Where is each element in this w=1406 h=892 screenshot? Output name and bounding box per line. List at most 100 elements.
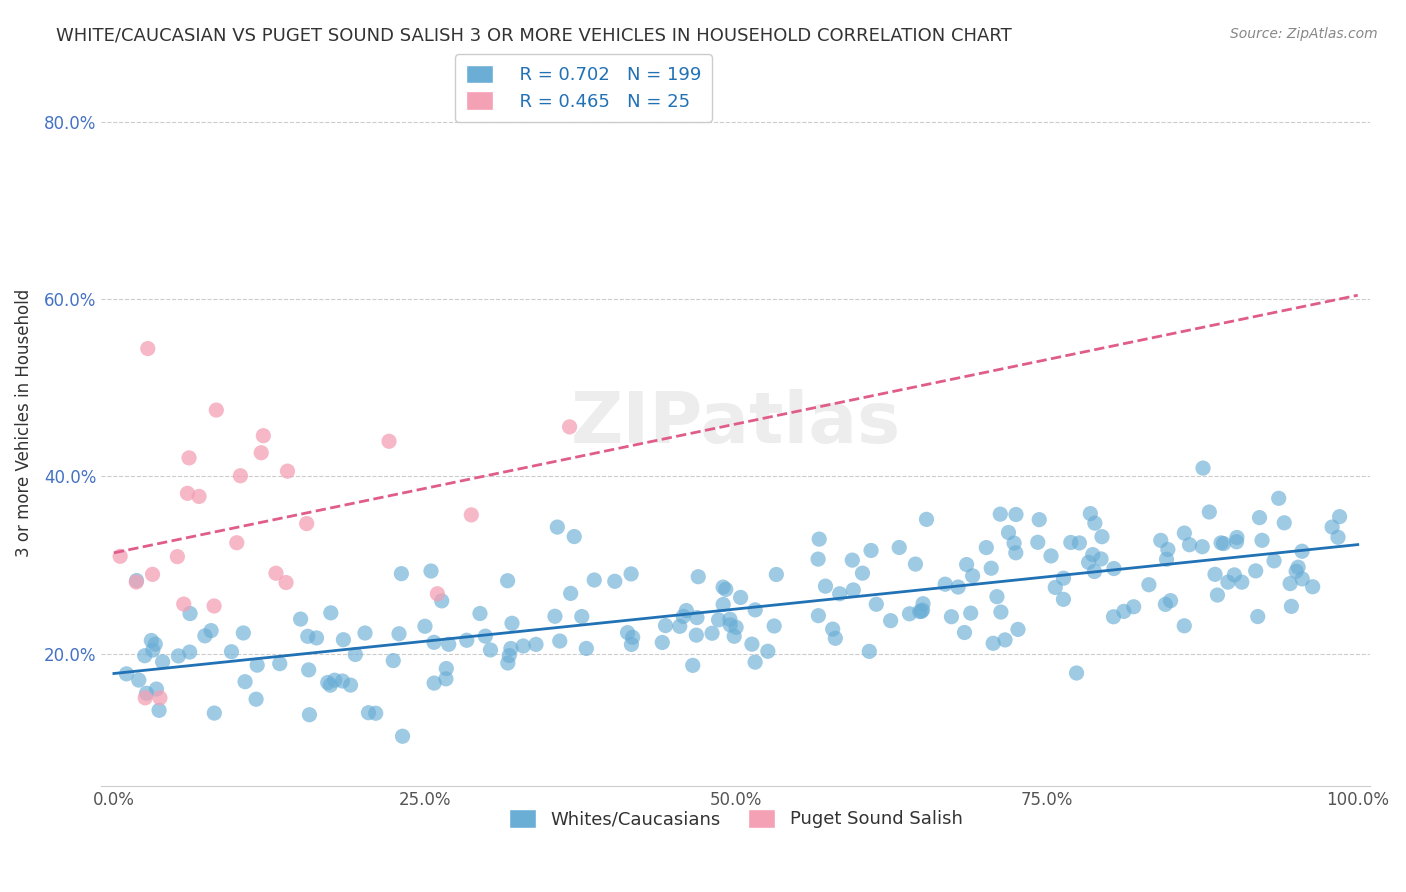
- Point: [718, 612, 741, 626]
- Point: [980, 561, 1002, 575]
- Point: [177, 450, 200, 465]
- Point: [1291, 544, 1313, 558]
- Point: [1066, 665, 1088, 680]
- Point: [250, 446, 273, 460]
- Point: [135, 686, 157, 700]
- Point: [997, 525, 1019, 540]
- Point: [974, 541, 997, 555]
- Point: [430, 594, 453, 608]
- Point: [456, 633, 478, 648]
- Point: [904, 557, 927, 571]
- Point: [205, 403, 228, 417]
- Point: [316, 675, 339, 690]
- Text: Source: ZipAtlas.com: Source: ZipAtlas.com: [1230, 27, 1378, 41]
- Point: [910, 604, 932, 618]
- Point: [575, 641, 598, 656]
- Point: [202, 706, 225, 720]
- Point: [548, 634, 571, 648]
- Point: [152, 655, 174, 669]
- Point: [339, 678, 361, 692]
- Point: [860, 543, 883, 558]
- Point: [1112, 604, 1135, 618]
- Point: [496, 574, 519, 588]
- Point: [711, 580, 734, 594]
- Point: [382, 654, 405, 668]
- Point: [821, 622, 844, 636]
- Point: [1225, 534, 1247, 549]
- Point: [1267, 491, 1289, 506]
- Point: [986, 590, 1008, 604]
- Point: [1005, 508, 1028, 522]
- Point: [1007, 623, 1029, 637]
- Point: [323, 673, 346, 688]
- Point: [1212, 536, 1234, 550]
- Point: [1251, 533, 1274, 548]
- Point: [685, 628, 707, 642]
- Point: [1247, 609, 1270, 624]
- Point: [1090, 552, 1112, 566]
- Point: [620, 637, 643, 651]
- Point: [842, 582, 865, 597]
- Point: [295, 516, 318, 531]
- Point: [807, 552, 830, 566]
- Point: [1102, 561, 1125, 575]
- Point: [269, 657, 291, 671]
- Point: [911, 603, 934, 617]
- Point: [1045, 581, 1067, 595]
- Point: [252, 428, 274, 442]
- Point: [524, 637, 547, 651]
- Point: [953, 625, 976, 640]
- Point: [707, 613, 730, 627]
- Point: [1272, 516, 1295, 530]
- Point: [319, 678, 342, 692]
- Point: [1081, 548, 1104, 562]
- Point: [828, 587, 851, 601]
- Point: [391, 729, 413, 743]
- Point: [145, 681, 167, 696]
- Point: [420, 564, 443, 578]
- Point: [141, 633, 163, 648]
- Point: [562, 530, 585, 544]
- Point: [143, 637, 166, 651]
- Point: [814, 579, 837, 593]
- Point: [959, 606, 981, 620]
- Point: [688, 570, 710, 584]
- Point: [388, 626, 411, 640]
- Point: [620, 566, 643, 581]
- Point: [141, 567, 163, 582]
- Point: [741, 637, 763, 651]
- Point: [544, 609, 567, 624]
- Point: [723, 629, 745, 643]
- Point: [1192, 461, 1215, 475]
- Point: [1302, 580, 1324, 594]
- Point: [941, 609, 963, 624]
- Point: [1198, 505, 1220, 519]
- Point: [434, 662, 457, 676]
- Point: [264, 566, 287, 581]
- Point: [423, 676, 446, 690]
- Point: [621, 630, 644, 644]
- Point: [744, 655, 766, 669]
- Point: [744, 603, 766, 617]
- Point: [332, 673, 354, 688]
- Point: [1216, 575, 1239, 590]
- Point: [858, 644, 880, 658]
- Point: [898, 607, 921, 621]
- Point: [962, 569, 984, 583]
- Point: [1279, 576, 1302, 591]
- Point: [1078, 507, 1101, 521]
- Point: [1263, 554, 1285, 568]
- Point: [1150, 533, 1173, 548]
- Point: [173, 597, 195, 611]
- Point: [934, 577, 956, 591]
- Point: [1154, 598, 1177, 612]
- Point: [1069, 536, 1091, 550]
- Point: [128, 673, 150, 687]
- Point: [245, 692, 267, 706]
- Point: [221, 645, 243, 659]
- Point: [499, 641, 522, 656]
- Point: [194, 629, 217, 643]
- Point: [1173, 619, 1195, 633]
- Point: [988, 507, 1011, 521]
- Y-axis label: 3 or more Vehicles in Household: 3 or more Vehicles in Household: [15, 289, 32, 558]
